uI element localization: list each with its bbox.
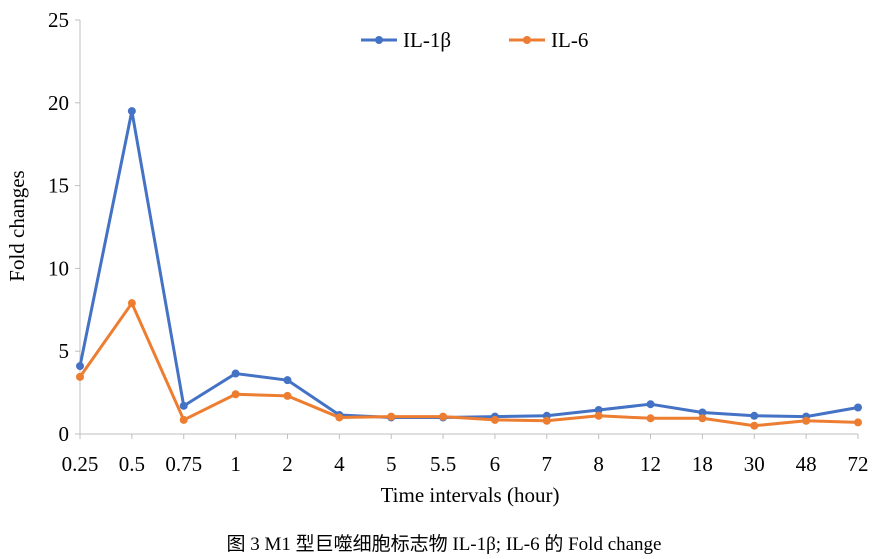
- data-point: [179, 415, 188, 424]
- data-point: [490, 415, 499, 424]
- data-point: [646, 400, 655, 409]
- x-tick-label: 0.75: [165, 452, 202, 476]
- legend: IL-1β IL-6: [361, 28, 588, 52]
- legend-label: IL-6: [551, 28, 588, 52]
- data-point: [439, 412, 448, 421]
- x-tick-label: 7: [542, 452, 553, 476]
- series-1: [76, 107, 862, 422]
- series-group: [76, 107, 862, 430]
- legend-swatch-marker: [375, 36, 383, 44]
- x-tick-label: 8: [593, 452, 604, 476]
- x-tick-label: 5: [386, 452, 397, 476]
- x-tick-label: 1: [230, 452, 241, 476]
- y-axis-label: Fold changes: [5, 170, 29, 281]
- legend-swatch-marker: [523, 36, 531, 44]
- y-tick-label: 25: [48, 8, 69, 32]
- data-point: [76, 362, 84, 371]
- legend-item: IL-1β: [361, 28, 451, 52]
- x-tick-label: 4: [334, 452, 345, 476]
- data-point: [542, 416, 551, 425]
- data-point: [127, 299, 136, 308]
- figure-caption: 图 3 M1 型巨噬细胞标志物 IL-1β; IL-6 的 Fold chang…: [226, 534, 662, 555]
- x-tick-label: 2: [282, 452, 293, 476]
- series-line: [78, 301, 859, 428]
- x-tick-label: 48: [796, 452, 817, 476]
- data-point: [283, 391, 292, 400]
- y-tick-label: 0: [59, 422, 70, 446]
- legend-label: IL-1β: [403, 28, 451, 52]
- data-point: [127, 107, 136, 116]
- series-line: [78, 109, 859, 419]
- y-tick-label: 5: [59, 339, 70, 363]
- data-point: [854, 418, 862, 427]
- data-point: [854, 403, 862, 412]
- axes: [79, 20, 858, 435]
- data-point: [646, 414, 655, 423]
- data-point: [750, 411, 759, 420]
- data-point: [802, 416, 811, 425]
- legend-item: IL-6: [509, 28, 588, 52]
- x-tick-label: 30: [744, 452, 765, 476]
- y-tick-label: 10: [48, 256, 69, 280]
- x-tick-label: 5.5: [430, 452, 456, 476]
- x-tick-label: 72: [848, 452, 869, 476]
- y-axis-ticks: 0 5 10 15 20 25: [48, 8, 80, 446]
- y-tick-label: 20: [48, 91, 69, 115]
- x-tick-label: 0.5: [119, 452, 145, 476]
- data-point: [594, 411, 603, 420]
- y-tick-label: 15: [48, 174, 69, 198]
- data-point: [750, 421, 759, 430]
- series-2: [76, 299, 862, 430]
- x-tick-label: 6: [490, 452, 501, 476]
- data-point: [698, 408, 707, 417]
- data-point: [594, 405, 603, 414]
- data-point: [335, 413, 344, 422]
- x-tick-label: 18: [692, 452, 713, 476]
- data-point: [231, 369, 240, 378]
- data-point: [698, 414, 707, 423]
- data-point: [76, 372, 84, 381]
- data-point: [231, 390, 240, 399]
- data-point: [179, 401, 188, 410]
- data-point: [283, 376, 292, 385]
- x-axis-ticks: 0.25 0.5 0.75 1 2 4 5 5.5 6 7 8 12 18 30 48 72: [62, 434, 869, 476]
- x-tick-label: 12: [640, 452, 661, 476]
- x-axis-label: Time intervals (hour): [381, 483, 560, 507]
- data-point: [387, 412, 396, 421]
- x-tick-label: 0.25: [62, 452, 99, 476]
